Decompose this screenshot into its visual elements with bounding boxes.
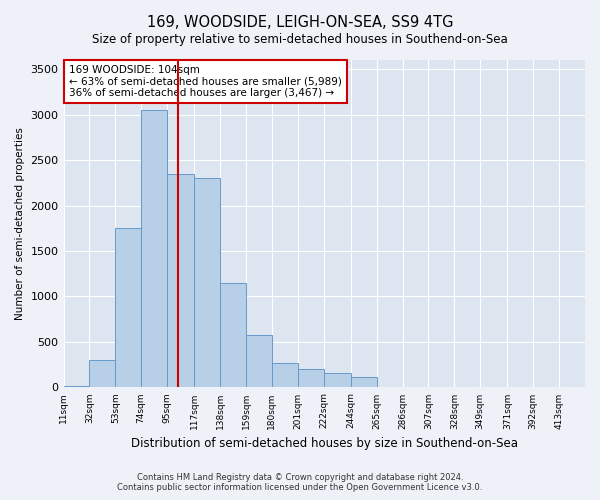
Bar <box>167 174 194 388</box>
Text: 169 WOODSIDE: 104sqm
← 63% of semi-detached houses are smaller (5,989)
36% of se: 169 WOODSIDE: 104sqm ← 63% of semi-detac… <box>69 65 341 98</box>
Bar <box>323 374 351 388</box>
Bar <box>64 386 89 388</box>
Bar <box>351 377 377 388</box>
Bar <box>89 360 115 388</box>
X-axis label: Distribution of semi-detached houses by size in Southend-on-Sea: Distribution of semi-detached houses by … <box>131 437 518 450</box>
Text: 169, WOODSIDE, LEIGH-ON-SEA, SS9 4TG: 169, WOODSIDE, LEIGH-ON-SEA, SS9 4TG <box>147 15 453 30</box>
Bar <box>298 369 323 388</box>
Bar <box>194 178 220 388</box>
Bar <box>141 110 167 388</box>
Y-axis label: Number of semi-detached properties: Number of semi-detached properties <box>15 128 25 320</box>
Text: Size of property relative to semi-detached houses in Southend-on-Sea: Size of property relative to semi-detach… <box>92 32 508 46</box>
Bar <box>115 228 141 388</box>
Bar <box>272 363 298 388</box>
Bar <box>246 334 272 388</box>
Text: Contains HM Land Registry data © Crown copyright and database right 2024.
Contai: Contains HM Land Registry data © Crown c… <box>118 473 482 492</box>
Bar <box>220 283 246 388</box>
